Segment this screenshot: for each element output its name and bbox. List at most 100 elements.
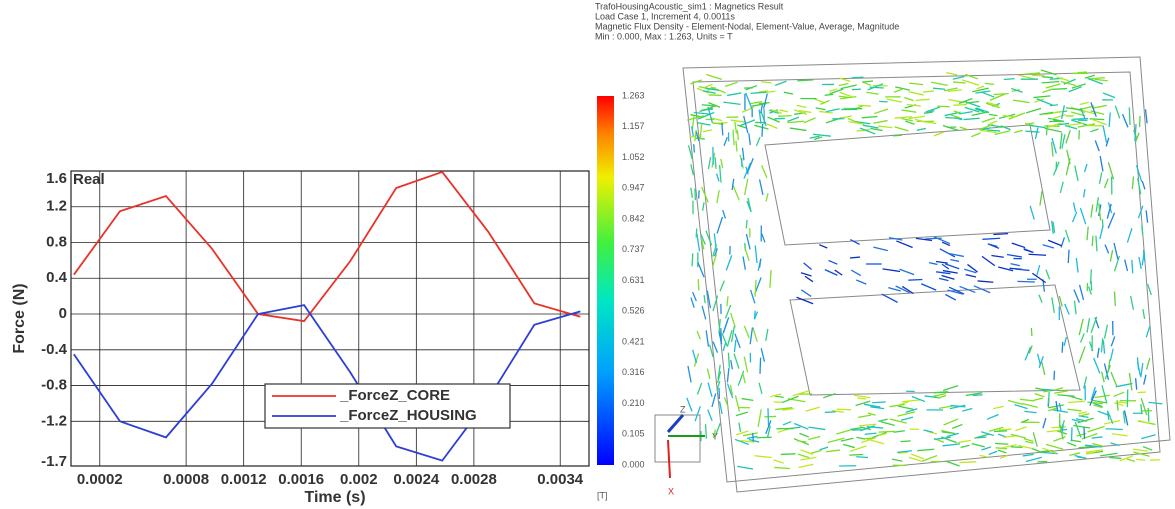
flux-arrow	[737, 465, 754, 470]
flux-arrow	[959, 461, 977, 464]
flux-arrow	[1124, 259, 1129, 272]
flux-arrow	[888, 236, 903, 241]
flux-arrow	[1085, 452, 1095, 455]
colorbar-tick-label: 0.316	[622, 367, 645, 377]
flux-arrow	[911, 395, 926, 403]
flux-arrow	[689, 134, 701, 139]
flux-arrow	[857, 397, 867, 400]
flux-arrow	[1032, 74, 1045, 77]
flux-arrow	[805, 406, 820, 412]
flux-arrow	[1045, 443, 1064, 450]
flux-arrow	[1083, 163, 1088, 173]
flux-arrow	[1032, 432, 1038, 447]
flux-arrow	[981, 431, 994, 437]
flux-arrow	[1050, 113, 1066, 120]
flux-arrow	[1109, 348, 1114, 361]
flux-arrow	[686, 115, 705, 121]
flux-arrow	[1113, 291, 1116, 307]
flux-arrow	[758, 179, 764, 196]
flux-arrow	[707, 409, 713, 421]
flux-arrow	[942, 384, 959, 392]
flux-arrow	[770, 393, 782, 398]
flux-arrow	[723, 101, 741, 106]
flux-arrow	[1103, 363, 1110, 380]
flux-arrow	[857, 104, 871, 107]
flux-arrow	[796, 439, 807, 443]
flux-arrow	[723, 397, 729, 408]
flux-arrow	[1079, 413, 1090, 417]
flux-arrow	[726, 296, 729, 307]
flux-arrow	[694, 406, 701, 422]
flux-arrow	[751, 102, 767, 107]
result-view: TrafoHousingAcoustic_sim1 : Magnetics Re…	[595, 1, 1171, 500]
flux-arrow	[701, 305, 707, 320]
flux-arrow	[747, 435, 758, 440]
plot-title: Real	[73, 171, 105, 188]
flux-arrow	[986, 101, 1000, 107]
flux-arrow	[800, 289, 812, 298]
flux-arrow	[799, 432, 810, 438]
flux-arrow	[1059, 132, 1063, 150]
flux-arrow	[1008, 112, 1026, 120]
flux-arrow	[1065, 107, 1082, 111]
flux-arrow	[736, 124, 747, 129]
flux-arrow	[861, 115, 878, 119]
flux-arrow	[939, 248, 956, 258]
flux-arrow	[1061, 134, 1066, 149]
flux-arrow	[1055, 400, 1059, 412]
triad-label: Y	[712, 431, 718, 441]
plot-frame	[70, 170, 590, 467]
flux-arrow	[803, 262, 813, 270]
flux-arrow	[1087, 425, 1105, 433]
flux-arrow	[893, 134, 902, 137]
flux-arrow	[1113, 255, 1121, 272]
flux-arrow	[774, 395, 784, 399]
flux-arrow	[917, 448, 935, 452]
flux-arrow	[704, 424, 708, 439]
flux-arrow	[787, 116, 800, 122]
flux-arrow	[755, 136, 761, 147]
flux-arrow	[1042, 244, 1055, 249]
flux-arrow	[994, 442, 1009, 445]
flux-arrow	[1067, 249, 1070, 264]
flux-arrow	[743, 325, 750, 339]
flux-arrow	[1098, 172, 1103, 184]
flux-arrow	[889, 403, 905, 408]
flux-arrow	[696, 330, 701, 340]
flux-arrow	[1082, 188, 1086, 198]
flux-arrow	[905, 408, 918, 413]
flux-arrow	[1038, 356, 1044, 369]
flux-arrow	[897, 411, 916, 417]
flux-arrow	[981, 446, 992, 451]
y-tick-label: 0.4	[46, 269, 68, 286]
flux-arrow	[980, 91, 995, 98]
flux-arrow	[931, 81, 948, 86]
flux-arrow	[1065, 158, 1071, 176]
flux-arrow	[1109, 456, 1122, 460]
flux-arrow	[813, 136, 823, 141]
flux-arrow	[906, 103, 921, 107]
flux-arrow	[756, 436, 772, 439]
flux-arrow	[908, 456, 922, 462]
flux-arrow	[1135, 165, 1143, 183]
flux-arrow	[712, 429, 717, 439]
flux-arrow	[754, 279, 757, 297]
flux-arrow	[994, 430, 1008, 433]
y-tick-label: 1.6	[46, 170, 67, 187]
flux-arrow	[958, 97, 973, 105]
flux-arrow	[950, 259, 960, 262]
flux-arrow	[863, 403, 881, 408]
flux-arrow	[781, 395, 799, 404]
flux-arrow	[712, 244, 718, 257]
flux-arrow	[971, 443, 985, 448]
flux-arrow	[1122, 411, 1126, 424]
flux-arrow	[1067, 408, 1082, 412]
flux-arrow	[1108, 112, 1111, 127]
flux-arrow	[945, 460, 960, 467]
flux-arrow	[959, 126, 968, 131]
flux-arrow	[742, 432, 758, 437]
flux-arrow	[1102, 125, 1108, 143]
flux-arrow	[734, 121, 738, 134]
flux-arrow	[751, 432, 755, 442]
flux-arrow	[1068, 86, 1082, 93]
